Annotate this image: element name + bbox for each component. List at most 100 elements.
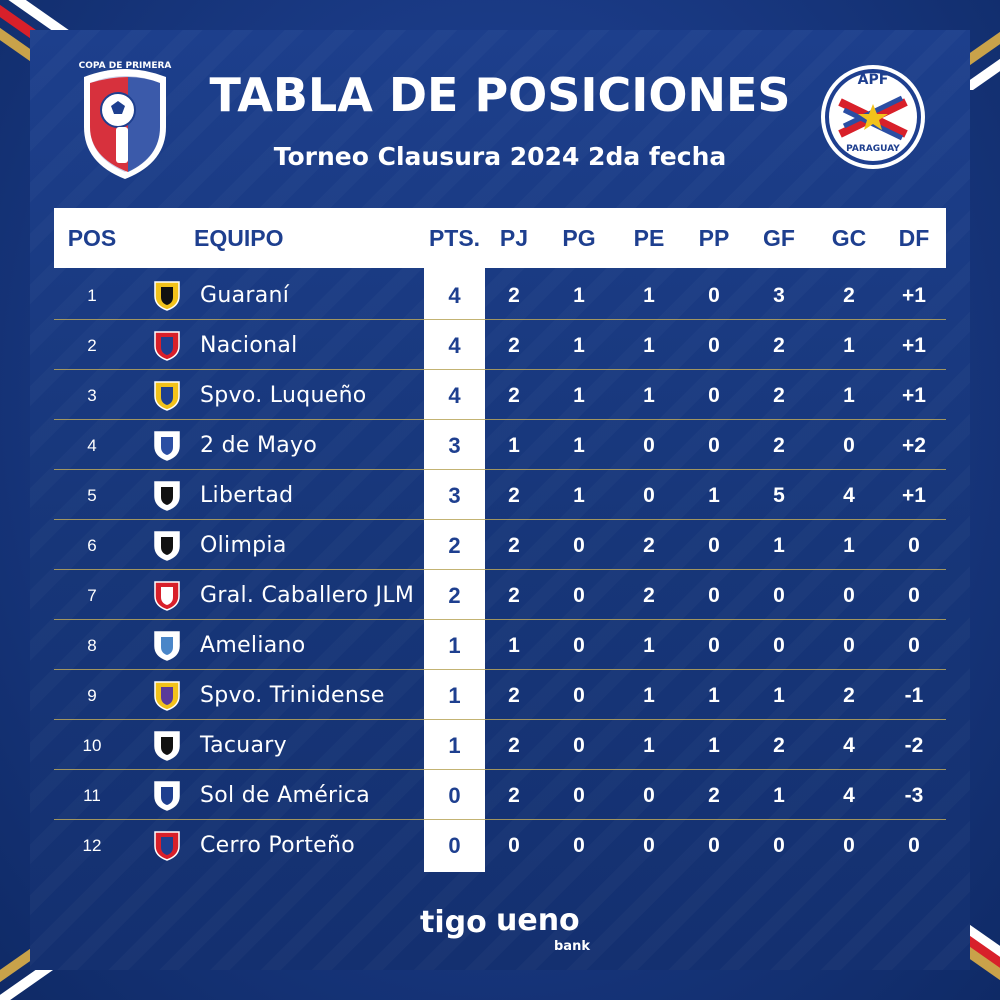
cell-pe: 0: [643, 484, 655, 507]
row-divider: [54, 319, 946, 320]
table-row: 3 Spvo. Luqueño 4 2 1 1 0 2 1 +1: [54, 370, 946, 420]
cell-gc: 4: [843, 484, 855, 507]
col-header-pe: PE: [633, 225, 665, 251]
apf-logo-bottom-text: PARAGUAY: [846, 144, 900, 154]
copa-logo-text: COPA DE PRIMERA: [78, 61, 172, 71]
cell-pts: 2: [448, 533, 461, 558]
cell-df: +1: [902, 484, 926, 507]
cell-pj: 2: [508, 784, 520, 807]
cell-team: Spvo. Trinidense: [200, 683, 385, 708]
libertad-badge-icon: [150, 479, 184, 511]
table-row: 4 2 de Mayo 3 1 1 0 0 2 0 +2: [54, 420, 946, 470]
cell-team: Guaraní: [200, 283, 290, 308]
cell-pj: 1: [508, 434, 520, 457]
cell-pg: 1: [573, 434, 585, 457]
cell-pj: 0: [508, 834, 520, 857]
table-row: 12 Cerro Porteño 0 0 0 0 0 0 0 0: [54, 820, 946, 870]
cell-gf: 3: [773, 284, 785, 307]
dos-de-mayo-badge-icon: [150, 429, 184, 461]
main-panel: [30, 30, 970, 970]
table-row: 11 Sol de América 0 2 0 0 2 1 4 -3: [54, 770, 946, 820]
cell-pos: 6: [87, 536, 97, 555]
cell-pts: 1: [448, 733, 461, 758]
cell-pp: 0: [708, 834, 720, 857]
cell-pj: 2: [508, 734, 520, 757]
cell-pe: 1: [643, 684, 655, 707]
cell-pg: 0: [573, 834, 585, 857]
cell-gc: 0: [843, 434, 855, 457]
cell-pe: 1: [643, 734, 655, 757]
cell-gc: 4: [843, 734, 855, 757]
cell-pos: 3: [87, 386, 97, 405]
cell-pj: 2: [508, 334, 520, 357]
cell-pp: 0: [708, 434, 720, 457]
cell-df: +1: [902, 334, 926, 357]
cell-pts: 0: [448, 783, 461, 808]
table-row: 2 Nacional 4 2 1 1 0 2 1 +1: [54, 320, 946, 370]
cell-pos: 9: [87, 686, 97, 705]
cell-pts: 0: [448, 833, 461, 858]
cell-pts: 3: [448, 433, 461, 458]
cell-pos: 1: [87, 286, 97, 305]
table-row: 5 Libertad 3 2 1 0 1 5 4 +1: [54, 470, 946, 520]
luqueno-badge-icon: [150, 379, 184, 411]
row-divider: [54, 519, 946, 520]
cell-pp: 0: [708, 334, 720, 357]
cell-pe: 0: [643, 834, 655, 857]
cell-pp: 0: [708, 284, 720, 307]
cell-df: +1: [902, 284, 926, 307]
caballero-badge-icon: [150, 579, 184, 611]
cell-team: Nacional: [200, 333, 298, 358]
tacuary-badge-icon: [150, 729, 184, 761]
row-divider: [54, 669, 946, 670]
cell-pp: 0: [708, 634, 720, 657]
row-divider: [54, 419, 946, 420]
cell-pos: 8: [87, 636, 97, 655]
cell-pj: 2: [508, 584, 520, 607]
points-column-highlight: [424, 268, 485, 872]
cell-gf: 1: [773, 534, 785, 557]
cell-pe: 0: [643, 434, 655, 457]
cell-pg: 0: [573, 534, 585, 557]
cell-pts: 4: [448, 283, 461, 308]
table-row: 7 Gral. Caballero JLM 2 2 0 2 0 0 0 0: [54, 570, 946, 620]
row-divider: [54, 369, 946, 370]
tigo-sponsor-logo: tigo: [420, 905, 487, 940]
cell-pe: 1: [643, 634, 655, 657]
cell-pos: 12: [82, 836, 102, 855]
cell-pos: 2: [87, 336, 97, 355]
cell-pp: 2: [708, 784, 720, 807]
cell-pg: 0: [573, 734, 585, 757]
cell-pe: 2: [643, 584, 655, 607]
cell-df: +1: [902, 384, 926, 407]
cell-df: -1: [904, 684, 924, 707]
cell-pe: 0: [643, 784, 655, 807]
cell-gc: 1: [843, 334, 855, 357]
table-row: 1 Guaraní 4 2 1 1 0 3 2 +1: [54, 270, 946, 320]
cell-pj: 2: [508, 384, 520, 407]
cell-pts: 3: [448, 483, 461, 508]
col-header-pts: PTS.: [428, 225, 481, 251]
cerro-porteno-badge-icon: [150, 829, 184, 861]
cell-pj: 2: [508, 534, 520, 557]
cell-pp: 1: [708, 684, 720, 707]
cell-pe: 2: [643, 534, 655, 557]
cell-pg: 0: [573, 684, 585, 707]
page-subtitle: Torneo Clausura 2024 2da fecha: [273, 142, 727, 171]
cell-pe: 1: [643, 384, 655, 407]
cell-df: -2: [904, 734, 924, 757]
cell-team: 2 de Mayo: [200, 433, 318, 458]
page-title: TABLA DE POSICIONES: [209, 68, 791, 122]
cell-pos: 4: [87, 436, 97, 455]
cell-pj: 2: [508, 684, 520, 707]
cell-pg: 1: [573, 334, 585, 357]
ueno-bank-subtext: bank: [554, 939, 590, 954]
cell-pos: 10: [82, 736, 102, 755]
apf-paraguay-logo: APF PARAGUAY: [818, 62, 928, 172]
cell-team: Gral. Caballero JLM: [200, 583, 415, 608]
apf-logo-top-text: APF: [857, 72, 889, 88]
cell-pos: 11: [83, 786, 101, 805]
cell-pj: 1: [508, 634, 520, 657]
cell-pp: 1: [708, 734, 720, 757]
sol-de-america-badge-icon: [150, 779, 184, 811]
